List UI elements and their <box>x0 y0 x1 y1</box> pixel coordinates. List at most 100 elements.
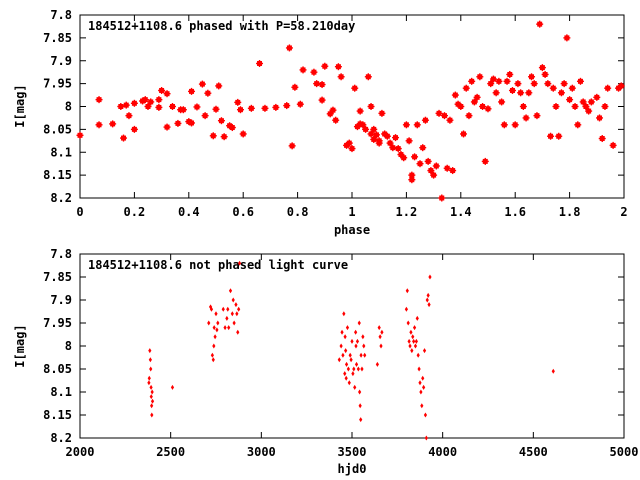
data-point <box>481 157 489 165</box>
data-point <box>348 145 356 153</box>
data-point <box>148 357 152 363</box>
data-point <box>272 103 280 111</box>
data-point <box>342 311 346 317</box>
data-point <box>394 145 402 153</box>
data-point <box>313 80 321 88</box>
data-point <box>358 403 362 409</box>
data-point <box>476 73 484 81</box>
data-point <box>155 96 163 104</box>
data-point <box>571 103 579 110</box>
data-point <box>426 292 430 298</box>
data-point <box>506 70 514 78</box>
data-point <box>427 302 431 308</box>
data-point <box>408 343 412 349</box>
data-point <box>498 98 506 106</box>
data-point <box>149 366 153 372</box>
data-point <box>155 103 163 111</box>
data-point <box>375 139 383 147</box>
y-tick-label: 7.85 <box>43 31 72 45</box>
data-point <box>237 306 241 312</box>
data-point <box>217 117 225 125</box>
data-point <box>236 329 240 335</box>
y-tick-label: 8.1 <box>50 145 72 159</box>
data-point <box>362 343 366 349</box>
data-point <box>299 66 307 74</box>
x-axis-label: hjd0 <box>338 462 367 476</box>
data-point <box>147 380 151 386</box>
data-point <box>413 343 418 349</box>
data-point <box>209 132 217 140</box>
data-point <box>341 352 345 358</box>
data-point <box>424 435 428 441</box>
data-point <box>361 334 365 340</box>
data-point <box>530 80 538 88</box>
data-point <box>95 121 103 129</box>
data-point <box>415 315 419 321</box>
data-point <box>363 352 367 358</box>
data-point <box>412 338 416 344</box>
data-point <box>400 154 408 162</box>
data-point <box>228 288 233 294</box>
data-point <box>364 73 372 81</box>
x-tick-label: 4000 <box>428 445 457 459</box>
data-point <box>149 394 153 400</box>
data-point <box>416 160 424 168</box>
data-point <box>329 106 337 114</box>
data-point <box>409 329 413 335</box>
data-point <box>356 366 360 372</box>
y-axis-label: I[mag] <box>13 324 27 367</box>
data-point <box>372 131 380 139</box>
data-point <box>170 384 175 390</box>
data-point <box>508 86 516 94</box>
data-point <box>405 137 413 145</box>
data-point <box>221 306 225 312</box>
data-point <box>168 103 176 110</box>
data-point <box>236 106 244 114</box>
data-point <box>432 162 440 170</box>
x-tick-label: 1.8 <box>559 205 581 219</box>
plot-frame <box>79 14 625 199</box>
data-point <box>232 320 236 326</box>
data-point <box>212 325 216 331</box>
data-point <box>188 87 196 95</box>
data-point <box>422 348 427 354</box>
data-point <box>533 112 541 120</box>
data-point <box>551 368 555 374</box>
data-point <box>470 98 478 106</box>
data-point <box>237 260 242 266</box>
data-point <box>334 63 342 71</box>
plot-title: 184512+1108.6 phased with P=58.210day <box>88 19 355 33</box>
data-point <box>547 132 555 140</box>
data-point <box>344 375 348 381</box>
y-axis-label: I[mag] <box>13 84 27 127</box>
data-point <box>109 120 117 128</box>
data-point <box>557 89 565 97</box>
data-point <box>367 130 375 138</box>
data-point <box>517 89 525 97</box>
data-point <box>522 114 530 122</box>
data-point <box>430 171 438 179</box>
phased-light-curve-plot: 0 0.2 0.4 0.6 0.8 1 1.2 1.4 1.6 1.8 2 7.8 7.85 7.9 7.9… <box>13 8 628 237</box>
data-point <box>392 134 400 142</box>
data-point <box>337 73 345 81</box>
y-tick-label: 8.2 <box>50 431 72 445</box>
data-point <box>487 80 495 88</box>
y-tick-label: 8 <box>65 100 72 114</box>
data-point <box>163 123 171 131</box>
data-point <box>340 329 344 335</box>
data-point <box>598 135 606 143</box>
y-tick-label: 8.15 <box>43 168 72 182</box>
data-point <box>587 98 595 106</box>
x-tick-label: 1.4 <box>450 205 472 219</box>
data-point <box>435 109 443 117</box>
data-point <box>404 306 408 312</box>
data-point <box>353 384 357 390</box>
data-point <box>544 80 552 88</box>
data-point <box>318 96 326 104</box>
data-point <box>418 380 422 386</box>
data-point <box>367 103 375 110</box>
data-point <box>449 167 457 175</box>
data-point <box>500 121 508 129</box>
data-point <box>122 101 130 109</box>
data-point <box>247 104 255 112</box>
